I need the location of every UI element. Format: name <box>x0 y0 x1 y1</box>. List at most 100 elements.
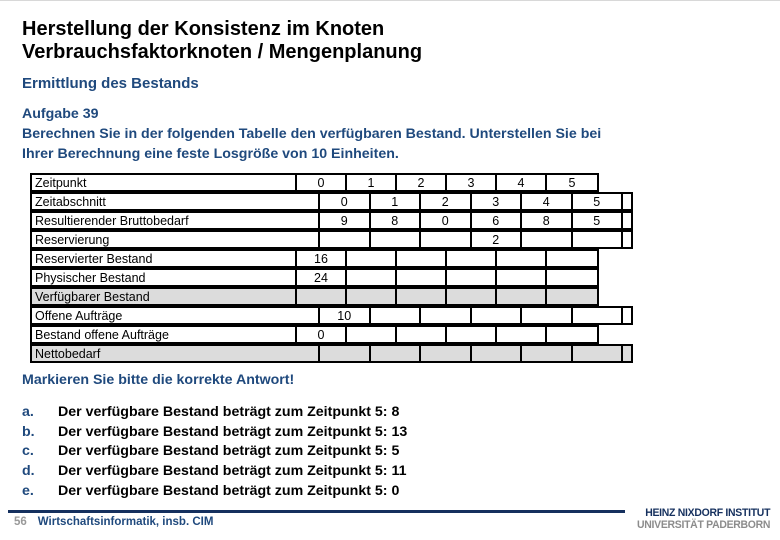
table-cell <box>447 251 497 266</box>
table-cell <box>522 346 573 361</box>
table-cell <box>421 308 472 323</box>
table-row: Resultierender Bruttobedarf 9 8 0 6 8 5 <box>30 211 633 230</box>
answer-list: a. Der verfügbare Bestand beträgt zum Zei… <box>22 403 407 502</box>
table-cell <box>497 251 547 266</box>
table-cell <box>522 308 573 323</box>
table-cell: 16 <box>297 251 347 266</box>
answer-letter: e. <box>22 482 34 499</box>
table-cell <box>522 232 573 247</box>
table-cell <box>320 232 371 247</box>
table-row-label: Physischer Bestand <box>32 270 297 285</box>
table-cell: 3 <box>472 194 522 209</box>
slide-title-line1: Herstellung der Konsistenz im Knoten <box>22 18 385 40</box>
table-cell: 4 <box>497 175 547 190</box>
table-cell <box>397 327 447 342</box>
task-body-line1: Berechnen Sie in der folgenden Tabelle d… <box>22 126 602 142</box>
table-cell: 2 <box>472 232 522 247</box>
logo-line1: HEINZ NIXDORF INSTITUT <box>645 507 770 519</box>
table-row: Verfügbarer Bestand <box>30 287 599 306</box>
answer-text: Der verfügbare Bestand beträgt zum Zeitp… <box>58 482 400 499</box>
footer: 56 Wirtschaftsinformatik, insb. CIM <box>14 516 213 528</box>
table-cell <box>397 251 447 266</box>
table-cell: 0 <box>421 213 472 228</box>
table-cell <box>547 289 597 304</box>
table-cell: 5 <box>568 175 576 190</box>
table-cell <box>371 232 421 247</box>
table-cell: 5 <box>573 213 623 228</box>
table-cell <box>547 270 597 285</box>
table-row-label: Resultierender Bruttobedarf <box>32 213 320 228</box>
answer-letter: d. <box>22 463 35 480</box>
table-row-label: Zeitabschnitt <box>32 194 320 209</box>
table-row-stub <box>623 213 631 228</box>
table-cell: 9 <box>320 213 371 228</box>
table-cell: 0 <box>297 327 347 342</box>
table-cell <box>347 289 397 304</box>
answer-text: Der verfügbare Bestand beträgt zum Zeitp… <box>58 443 400 460</box>
task-heading: Aufgabe 39 <box>22 106 99 122</box>
table-cell: 0 <box>297 175 347 190</box>
table-cell: 2 <box>397 175 447 190</box>
table-cell: 0 <box>320 194 371 209</box>
table-row: Reservierter Bestand 16 <box>30 249 599 268</box>
table-cell <box>497 289 547 304</box>
table-cell: 10 <box>320 308 371 323</box>
table-row: Zeitabschnitt 0 1 2 3 4 5 <box>30 192 633 211</box>
table-cell: 2 <box>421 194 472 209</box>
table-cell <box>297 289 347 304</box>
page-number: 56 <box>14 516 27 528</box>
table-cell <box>573 346 623 361</box>
table-cell <box>421 346 472 361</box>
table-cell <box>547 327 597 342</box>
task-body-line2: Ihrer Berechnung eine feste Losgröße von… <box>22 146 399 162</box>
table-cell <box>573 308 623 323</box>
table-cell <box>573 232 623 247</box>
table-cell <box>347 327 397 342</box>
table-cell <box>347 270 397 285</box>
table-row: Reservierung 2 <box>30 230 633 249</box>
table-cell <box>371 308 421 323</box>
footer-divider-line <box>8 510 625 513</box>
table-cell <box>447 327 497 342</box>
table-row: Nettobedarf <box>30 344 633 363</box>
table-cell <box>347 251 397 266</box>
table-cell <box>397 289 447 304</box>
table-cell <box>497 270 547 285</box>
table-row-label: Verfügbarer Bestand <box>32 289 297 304</box>
slide-subtitle: Ermittlung des Bestands <box>22 75 199 92</box>
table-cell: 5 <box>573 194 623 209</box>
table-row: Offene Aufträge 10 <box>30 306 633 325</box>
table-cell <box>472 346 522 361</box>
answer-text: Der verfügbare Bestand beträgt zum Zeitp… <box>58 423 408 440</box>
table-cell <box>320 346 371 361</box>
answer-item: e. Der verfügbare Bestand beträgt zum Zei… <box>22 482 407 502</box>
table-cell: 3 <box>447 175 497 190</box>
answer-item: b. Der verfügbare Bestand beträgt zum Zei… <box>22 423 407 443</box>
table-row: Zeitpunkt 0 1 2 3 4 5 <box>30 173 599 192</box>
table-row-label: Offene Aufträge <box>32 308 320 323</box>
table-cell: 6 <box>472 213 522 228</box>
slide-title: Herstellung der Konsistenz im Knoten Ver… <box>22 18 422 64</box>
table-row-stub <box>623 308 631 323</box>
logo-line2: UNIVERSITÄT PADERBORN <box>636 519 770 531</box>
table-cell <box>397 270 447 285</box>
table-row-stub <box>623 346 631 361</box>
answer-letter: b. <box>22 423 35 440</box>
table-cell: 24 <box>297 270 347 285</box>
answer-letter: a. <box>22 404 34 420</box>
slide-title-line2: Verbrauchsfaktorknoten / Mengenplanung <box>22 41 423 63</box>
table-cell <box>472 308 522 323</box>
table-row-label: Reservierung <box>32 232 320 247</box>
table-cell <box>371 346 421 361</box>
table-row: Bestand offene Aufträge 0 <box>30 325 599 344</box>
table-cell: 4 <box>522 194 573 209</box>
answer-letter: c. <box>22 443 34 460</box>
table-cell <box>547 251 597 266</box>
table-row: Physischer Bestand 24 <box>30 268 599 287</box>
answer-item: c. Der verfügbare Bestand beträgt zum Zei… <box>22 442 407 462</box>
table-cell: 1 <box>371 194 421 209</box>
footer-course: Wirtschaftsinformatik, insb. CIM <box>37 516 214 528</box>
table-row-label: Bestand offene Aufträge <box>32 327 297 342</box>
answer-item: a. Der verfügbare Bestand beträgt zum Zei… <box>22 403 407 423</box>
